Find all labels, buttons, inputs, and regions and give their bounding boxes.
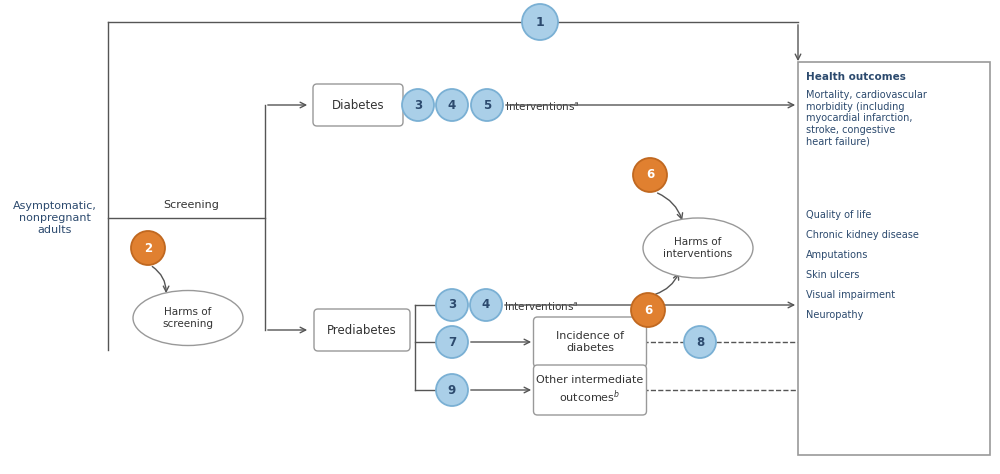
Text: 4: 4 <box>482 299 490 311</box>
Text: 3: 3 <box>414 99 422 111</box>
Text: Interventions$^a$: Interventions$^a$ <box>505 101 580 113</box>
FancyBboxPatch shape <box>534 365 646 415</box>
Text: Other intermediate
outcomes$^b$: Other intermediate outcomes$^b$ <box>536 375 644 405</box>
Text: 8: 8 <box>696 336 704 348</box>
Text: Harms of
screening: Harms of screening <box>162 307 214 329</box>
Circle shape <box>131 231 165 265</box>
Text: 2: 2 <box>144 241 152 255</box>
Ellipse shape <box>133 291 243 346</box>
Text: Diabetes: Diabetes <box>332 99 384 111</box>
Text: Quality of life: Quality of life <box>806 210 871 220</box>
Text: Mortality, cardiovascular
morbidity (including
myocardial infarction,
stroke, co: Mortality, cardiovascular morbidity (inc… <box>806 90 927 146</box>
Text: Health outcomes: Health outcomes <box>806 72 906 82</box>
Text: Visual impairment: Visual impairment <box>806 290 895 300</box>
Text: 3: 3 <box>448 299 456 311</box>
Text: Amputations: Amputations <box>806 250 868 260</box>
Text: Asymptomatic,
nonpregnant
adults: Asymptomatic, nonpregnant adults <box>13 201 97 235</box>
Circle shape <box>436 374 468 406</box>
Circle shape <box>684 326 716 358</box>
Circle shape <box>436 326 468 358</box>
Circle shape <box>471 89 503 121</box>
Text: 4: 4 <box>448 99 456 111</box>
Text: Harms of
interventions: Harms of interventions <box>663 237 733 259</box>
FancyBboxPatch shape <box>314 309 410 351</box>
Ellipse shape <box>643 218 753 278</box>
FancyBboxPatch shape <box>534 317 646 367</box>
Text: 5: 5 <box>483 99 491 111</box>
FancyBboxPatch shape <box>313 84 403 126</box>
Text: Interventions$^a$: Interventions$^a$ <box>504 301 579 313</box>
Circle shape <box>436 89 468 121</box>
Text: 9: 9 <box>448 383 456 396</box>
Text: Skin ulcers: Skin ulcers <box>806 270 859 280</box>
Text: 6: 6 <box>644 303 652 317</box>
Text: 1: 1 <box>536 16 544 28</box>
Circle shape <box>631 293 665 327</box>
FancyBboxPatch shape <box>798 62 990 455</box>
Circle shape <box>633 158 667 192</box>
Text: Chronic kidney disease: Chronic kidney disease <box>806 230 919 240</box>
Text: 6: 6 <box>646 168 654 182</box>
Circle shape <box>470 289 502 321</box>
Text: Neuropathy: Neuropathy <box>806 310 863 320</box>
Text: Screening: Screening <box>163 200 219 210</box>
Text: Incidence of
diabetes: Incidence of diabetes <box>556 331 624 353</box>
Circle shape <box>522 4 558 40</box>
Text: 7: 7 <box>448 336 456 348</box>
Circle shape <box>436 289 468 321</box>
Circle shape <box>402 89 434 121</box>
Text: Prediabetes: Prediabetes <box>327 323 397 337</box>
